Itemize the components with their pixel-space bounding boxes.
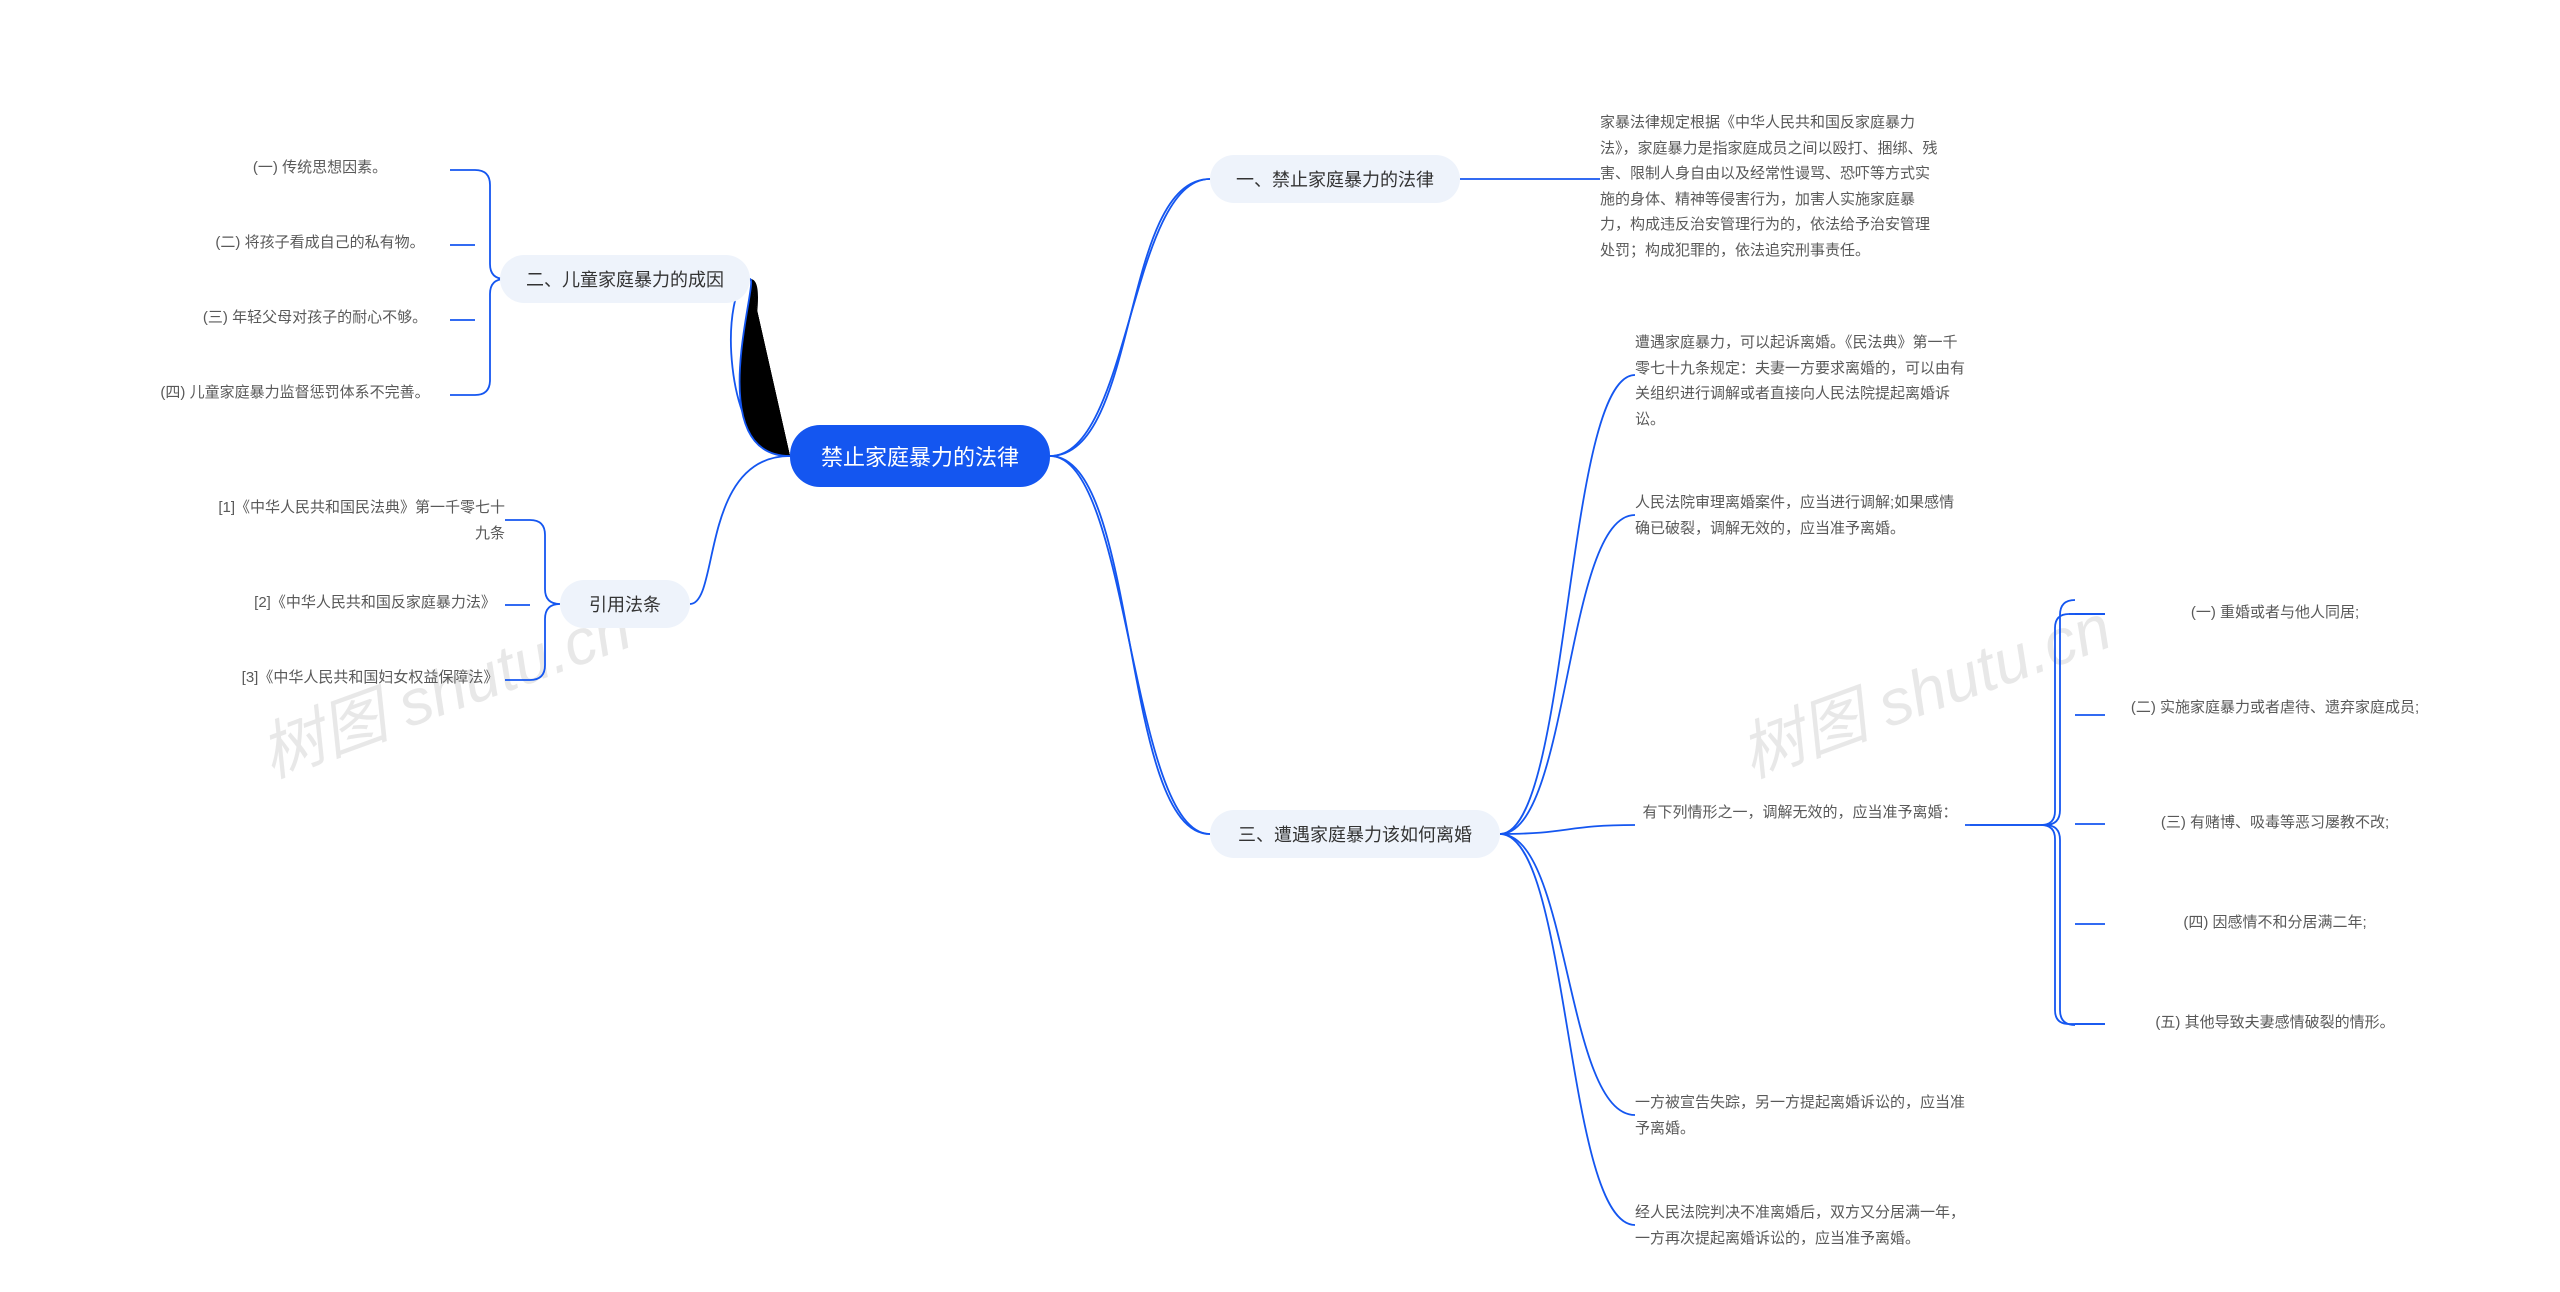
leaf-case-5: (五) 其他导致夫妻感情破裂的情形。	[2105, 1010, 2445, 1036]
branch-cited-law[interactable]: 引用法条	[560, 580, 690, 628]
leaf-cite-1: [1]《中华人民共和国民法典》第一千零七十九条	[215, 495, 505, 546]
leaf-case-1: (一) 重婚或者与他人同居;	[2105, 600, 2445, 626]
leaf-cause-1: (一) 传统思想因素。	[190, 155, 450, 181]
branch-child-cause[interactable]: 二、儿童家庭暴力的成因	[500, 255, 750, 303]
branch-law-prohibit[interactable]: 一、禁止家庭暴力的法律	[1210, 155, 1460, 203]
leaf-divorce-1: 遭遇家庭暴力，可以起诉离婚。《民法典》第一千零七十九条规定：夫妻一方要求离婚的，…	[1635, 330, 1965, 432]
leaf-case-3: (三) 有赌博、吸毒等恶习屡教不改;	[2105, 810, 2445, 836]
leaf-divorce-5: 经人民法院判决不准离婚后，双方又分居满一年，一方再次提起离婚诉讼的，应当准予离婚…	[1635, 1200, 1965, 1251]
leaf-cause-3: (三) 年轻父母对孩子的耐心不够。	[175, 305, 455, 331]
leaf-divorce-2: 人民法院审理离婚案件，应当进行调解;如果感情确已破裂，调解无效的，应当准予离婚。	[1635, 490, 1965, 541]
leaf-law-text: 家暴法律规定根据《中华人民共和国反家庭暴力法》，家庭暴力是指家庭成员之间以殴打、…	[1600, 110, 1940, 263]
leaf-case-2: (二) 实施家庭暴力或者虐待、遗弃家庭成员;	[2105, 695, 2445, 721]
mindmap-canvas: 树图 shutu.cn 树图 shutu.cn	[0, 0, 2560, 1292]
leaf-cite-2: [2]《中华人民共和国反家庭暴力法》	[240, 590, 510, 616]
leaf-cause-4: (四) 儿童家庭暴力监督惩罚体系不完善。	[135, 380, 455, 406]
root-node[interactable]: 禁止家庭暴力的法律	[790, 425, 1050, 487]
leaf-case-4: (四) 因感情不和分居满二年;	[2105, 910, 2445, 936]
branch-divorce[interactable]: 三、遭遇家庭暴力该如何离婚	[1210, 810, 1500, 858]
leaf-cause-2: (二) 将孩子看成自己的私有物。	[190, 230, 450, 256]
leaf-divorce-4: 一方被宣告失踪，另一方提起离婚诉讼的，应当准予离婚。	[1635, 1090, 1965, 1141]
leaf-cite-3: [3]《中华人民共和国妇女权益保障法》	[225, 665, 515, 691]
leaf-divorce-3: 有下列情形之一，调解无效的，应当准予离婚：	[1635, 800, 1965, 826]
watermark-2: 树图 shutu.cn	[1726, 576, 2122, 795]
